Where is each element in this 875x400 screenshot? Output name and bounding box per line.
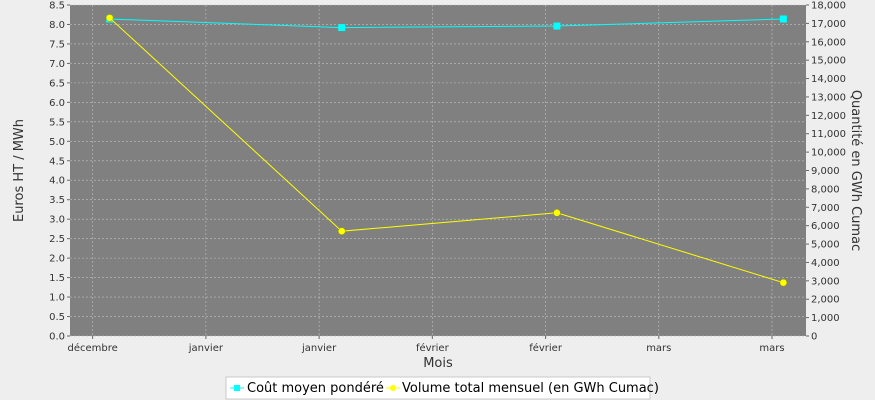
- y-right-tick-label: 13,000: [811, 92, 846, 103]
- x-tick-label: février: [416, 342, 450, 354]
- y-left-tick-label: 4.0: [49, 176, 65, 187]
- y-left-tick-label: 1.0: [49, 293, 65, 304]
- y-right-tick-label: 3,000: [811, 276, 840, 287]
- y-right-tick-label: 1,000: [811, 313, 840, 324]
- y-right-tick-label: 6,000: [811, 221, 840, 232]
- y-left-axis: 0.0 0.5 1.0 1.5 2.0 2.5 3.0 3.5 4.0 4.5 5.0 5.5 6.0 6…: [49, 1, 70, 343]
- y-left-tick-label: 6.0: [49, 98, 65, 109]
- y-left-tick-label: 6.5: [49, 78, 65, 89]
- y-right-tick-label: 16,000: [811, 37, 846, 48]
- y-left-tick-label: 2.0: [49, 254, 65, 265]
- y-right-tick-label: 2,000: [811, 295, 840, 306]
- legend-label-cout: Coût moyen pondéré: [247, 381, 384, 396]
- y-right-tick-label: 11,000: [811, 129, 846, 140]
- legend-frame: [225, 376, 651, 400]
- y-left-tick-label: 2.5: [49, 234, 65, 245]
- y-right-axis-title: Quantité en GWh Cumac: [848, 90, 863, 251]
- y-right-axis: 0 1,000 2,000 3,000 4,000 5,000 6,000 7,000 8,00…: [806, 1, 846, 343]
- y-left-tick-label: 8.0: [49, 20, 65, 31]
- y-left-tick-label: 8.5: [49, 1, 65, 12]
- data-point-square: [553, 22, 561, 30]
- y-left-tick-label: 5.0: [49, 137, 65, 148]
- y-left-tick-label: 3.5: [49, 195, 65, 206]
- data-point-square: [779, 15, 787, 23]
- x-axis-title: Mois: [423, 356, 453, 371]
- y-right-tick-label: 8,000: [811, 184, 840, 195]
- y-right-tick-label: 12,000: [811, 111, 846, 122]
- data-point-square: [338, 24, 346, 32]
- y-right-tick-label: 9,000: [811, 166, 840, 177]
- y-right-tick-label: 7,000: [811, 203, 840, 214]
- x-tick-label: janvier: [188, 343, 224, 354]
- data-point-circle: [779, 278, 788, 287]
- series-line-0: [109, 18, 784, 29]
- y-right-tick-label: 17,000: [811, 19, 846, 30]
- legend-square-marker: [234, 385, 240, 391]
- y-left-tick-label: 7.0: [49, 59, 65, 70]
- series-line-1: [109, 17, 784, 284]
- y-right-tick-label: 18,000: [811, 1, 846, 12]
- y-right-tick-label: 5,000: [811, 240, 840, 251]
- y-left-tick-label: 4.5: [49, 156, 65, 167]
- x-tick-label: mars: [646, 343, 671, 354]
- y-left-tick-label: 5.5: [49, 117, 65, 128]
- y-right-tick-label: 14,000: [811, 74, 846, 85]
- x-tick-label: février: [529, 342, 563, 354]
- x-tick-label: janvier: [301, 343, 337, 354]
- data-point-circle: [553, 209, 561, 217]
- plot-area: [70, 5, 806, 336]
- data-point-circle: [338, 227, 346, 235]
- x-tick-label: décembre: [67, 342, 117, 354]
- y-left-tick-label: 0.5: [49, 312, 65, 323]
- data-point-circle: [105, 14, 114, 22]
- y-left-axis-title: Euros HT / MWh: [12, 119, 27, 222]
- legend-label-volume: Volume total mensuel (en GWh Cumac): [402, 381, 659, 396]
- y-right-tick-label: 0: [811, 332, 817, 343]
- y-right-tick-label: 15,000: [811, 56, 846, 67]
- y-left-tick-label: 0.0: [49, 332, 65, 343]
- x-tick-label: mars: [759, 343, 784, 354]
- y-left-tick-label: 7.5: [49, 39, 65, 50]
- series-layer: [105, 14, 788, 287]
- x-axis: décembre janvier janvier février février mars…: [67, 336, 785, 354]
- legend-circle-marker: [390, 385, 396, 391]
- y-left-tick-label: 1.5: [49, 273, 65, 284]
- y-left-tick-label: 3.0: [49, 215, 65, 226]
- y-right-tick-label: 10,000: [811, 148, 846, 159]
- grid: [70, 4, 806, 337]
- y-right-tick-label: 4,000: [811, 258, 840, 269]
- legend: Coût moyen pondéré Volume total mensuel …: [225, 376, 659, 400]
